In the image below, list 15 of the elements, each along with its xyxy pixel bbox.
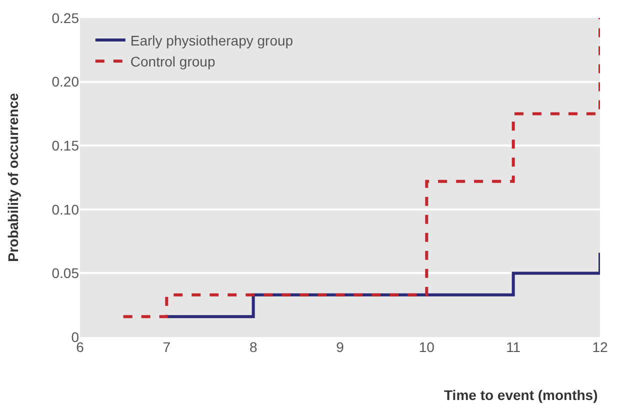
legend-label: Early physiotherapy group	[130, 32, 294, 48]
x-tick-label: 10	[418, 339, 435, 355]
y-tick-label: 0.25	[52, 10, 80, 26]
y-tick-label: 0.05	[52, 265, 80, 282]
y-tick-label: 0.15	[52, 138, 80, 154]
x-tick-label: 11	[506, 339, 521, 355]
x-tick-label: 8	[249, 339, 258, 355]
x-tick-label: 9	[336, 339, 344, 355]
x-tick-label: 7	[162, 339, 171, 355]
y-tick-label: 0.20	[52, 74, 80, 90]
legend-label: Control group	[130, 54, 216, 70]
y-tick-label: 0.10	[52, 201, 80, 218]
y-axis-title: Probability of occurrence	[4, 92, 21, 262]
x-tick-label: 12	[592, 339, 608, 355]
x-axis-title: Time to event (months)	[444, 387, 598, 403]
